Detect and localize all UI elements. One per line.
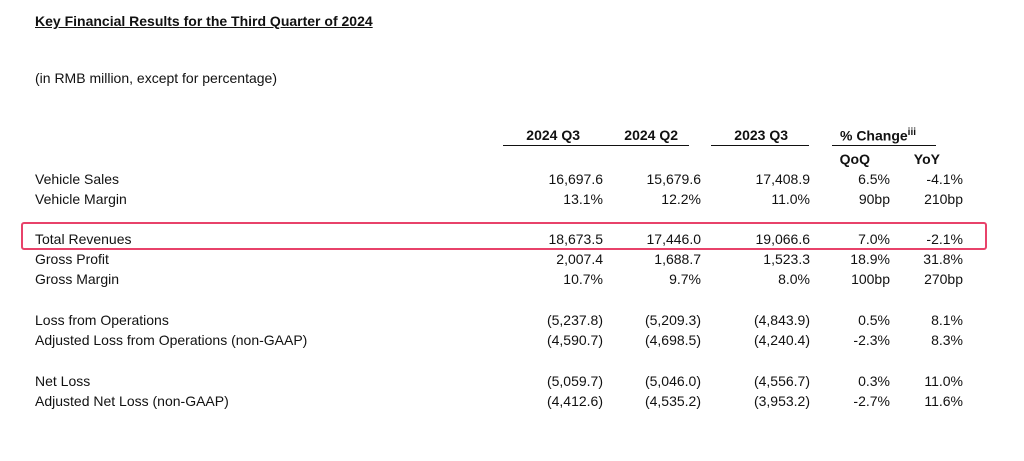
cell-q3-2024: 18,673.5 bbox=[548, 231, 604, 247]
total-revenues-highlight-box bbox=[21, 222, 987, 250]
cell-q3-2023: 1,523.3 bbox=[763, 251, 810, 267]
cell-qoq: 6.5% bbox=[858, 171, 890, 187]
cell-q3-2023: (4,240.4) bbox=[753, 332, 810, 348]
title-part-2: for the Third Quarter of 2024 bbox=[179, 13, 373, 29]
cell-q2-2024: (4,535.2) bbox=[644, 393, 701, 409]
table-row-gross-margin: Gross Margin 10.7% 9.7% 8.0% 100bp 270bp bbox=[35, 271, 965, 291]
cell-q3-2024: 10.7% bbox=[563, 271, 603, 287]
row-label: Adjusted Net Loss (non-GAAP) bbox=[35, 393, 229, 409]
col-header-qoq: QoQ bbox=[839, 151, 870, 167]
cell-q3-2024: (5,059.7) bbox=[546, 373, 603, 389]
header-rule-pct bbox=[832, 145, 936, 146]
col-header-2024-q2: 2024 Q2 bbox=[624, 127, 678, 143]
row-label: Gross Margin bbox=[35, 271, 120, 287]
cell-q2-2024: 17,446.0 bbox=[646, 231, 702, 247]
cell-qoq: 7.0% bbox=[858, 231, 890, 247]
col-header-yoy: YoY bbox=[913, 151, 940, 167]
table-row-loss-from-operations: Loss from Operations (5,237.8) (5,209.3) (4… bbox=[35, 312, 965, 332]
cell-q3-2024: (5,237.8) bbox=[546, 312, 603, 328]
cell-yoy: 11.0% bbox=[924, 373, 963, 389]
row-label: Vehicle Sales bbox=[35, 171, 120, 187]
row-label: Adjusted Loss from Operations (non-GAAP) bbox=[35, 332, 308, 348]
cell-q3-2023: 17,408.9 bbox=[755, 171, 811, 187]
cell-yoy: 31.8% bbox=[923, 251, 963, 267]
table-row-adjusted-loss-from-operations: Adjusted Loss from Operations (non-GAAP)… bbox=[35, 332, 965, 352]
unit-note: (in RMB million, except for percentage) bbox=[35, 70, 277, 86]
cell-q2-2024: (5,046.0) bbox=[644, 373, 701, 389]
row-label: Loss from Operations bbox=[35, 312, 169, 328]
cell-q3-2023: 19,066.6 bbox=[755, 231, 811, 247]
col-header-pct-change: % Changeiii bbox=[820, 127, 936, 144]
cell-yoy: 8.3% bbox=[931, 332, 963, 348]
title-part-1: Key Financial Results bbox=[35, 13, 180, 29]
cell-q2-2024: 15,679.6 bbox=[646, 171, 702, 187]
header-rule-2023 bbox=[711, 145, 809, 146]
cell-q2-2024: 1,688.7 bbox=[654, 251, 701, 267]
cell-qoq: 18.9% bbox=[850, 251, 890, 267]
cell-qoq: 0.5% bbox=[858, 312, 890, 328]
table-row-adjusted-net-loss: Adjusted Net Loss (non-GAAP) (4,412.6) (4,… bbox=[35, 393, 965, 413]
cell-yoy: 8.1% bbox=[931, 312, 963, 328]
cell-qoq: 90bp bbox=[858, 191, 890, 207]
table-row-gross-profit: Gross Profit 2,007.4 1,688.7 1,523.3 18.9% 31… bbox=[35, 251, 965, 271]
cell-yoy: 270bp bbox=[924, 271, 963, 287]
cell-qoq: 0.3% bbox=[858, 373, 890, 389]
cell-qoq: -2.7% bbox=[853, 393, 890, 409]
document-title: Key Financial Results for the Third Quar… bbox=[35, 13, 373, 29]
cell-qoq: 100bp bbox=[851, 271, 890, 287]
row-label: Net Loss bbox=[35, 373, 91, 389]
table-row-net-loss: Net Loss (5,059.7) (5,046.0) (4,556.7) 0.3% 1… bbox=[35, 373, 965, 393]
row-label: Total Revenues bbox=[35, 231, 132, 247]
cell-q2-2024: (4,698.5) bbox=[644, 332, 701, 348]
cell-q2-2024: 12.2% bbox=[661, 191, 701, 207]
cell-q3-2023: (4,556.7) bbox=[753, 373, 810, 389]
cell-q2-2024: 9.7% bbox=[669, 271, 701, 287]
cell-q3-2023: 8.0% bbox=[778, 271, 810, 287]
cell-q3-2024: (4,590.7) bbox=[546, 332, 603, 348]
cell-q3-2024: 13.1% bbox=[563, 191, 603, 207]
cell-q3-2023: 11.0% bbox=[771, 191, 810, 207]
pct-change-footnote: iii bbox=[907, 127, 917, 138]
cell-q3-2024: (4,412.6) bbox=[546, 393, 603, 409]
table-row-total-revenues: Total Revenues 18,673.5 17,446.0 19,066.6 7.… bbox=[35, 231, 965, 251]
cell-yoy: -2.1% bbox=[926, 231, 963, 247]
cell-q2-2024: (5,209.3) bbox=[644, 312, 701, 328]
cell-q3-2024: 16,697.6 bbox=[548, 171, 604, 187]
col-header-2024-q3: 2024 Q3 bbox=[526, 127, 580, 143]
cell-q3-2023: (3,953.2) bbox=[753, 393, 810, 409]
table-row-vehicle-margin: Vehicle Margin 13.1% 12.2% 11.0% 90bp 210bp bbox=[35, 191, 965, 211]
row-label: Vehicle Margin bbox=[35, 191, 127, 207]
cell-yoy: 11.6% bbox=[924, 393, 963, 409]
col-header-2023-q3: 2023 Q3 bbox=[734, 127, 788, 143]
cell-yoy: 210bp bbox=[924, 191, 963, 207]
cell-yoy: -4.1% bbox=[926, 171, 963, 187]
table-row-vehicle-sales: Vehicle Sales 16,697.6 15,679.6 17,408.9 6.5… bbox=[35, 171, 965, 191]
cell-qoq: -2.3% bbox=[853, 332, 890, 348]
cell-q3-2024: 2,007.4 bbox=[556, 251, 603, 267]
pct-change-label: % Change bbox=[839, 127, 908, 144]
row-label: Gross Profit bbox=[35, 251, 109, 267]
header-rule-2024 bbox=[503, 145, 689, 146]
cell-q3-2023: (4,843.9) bbox=[753, 312, 810, 328]
